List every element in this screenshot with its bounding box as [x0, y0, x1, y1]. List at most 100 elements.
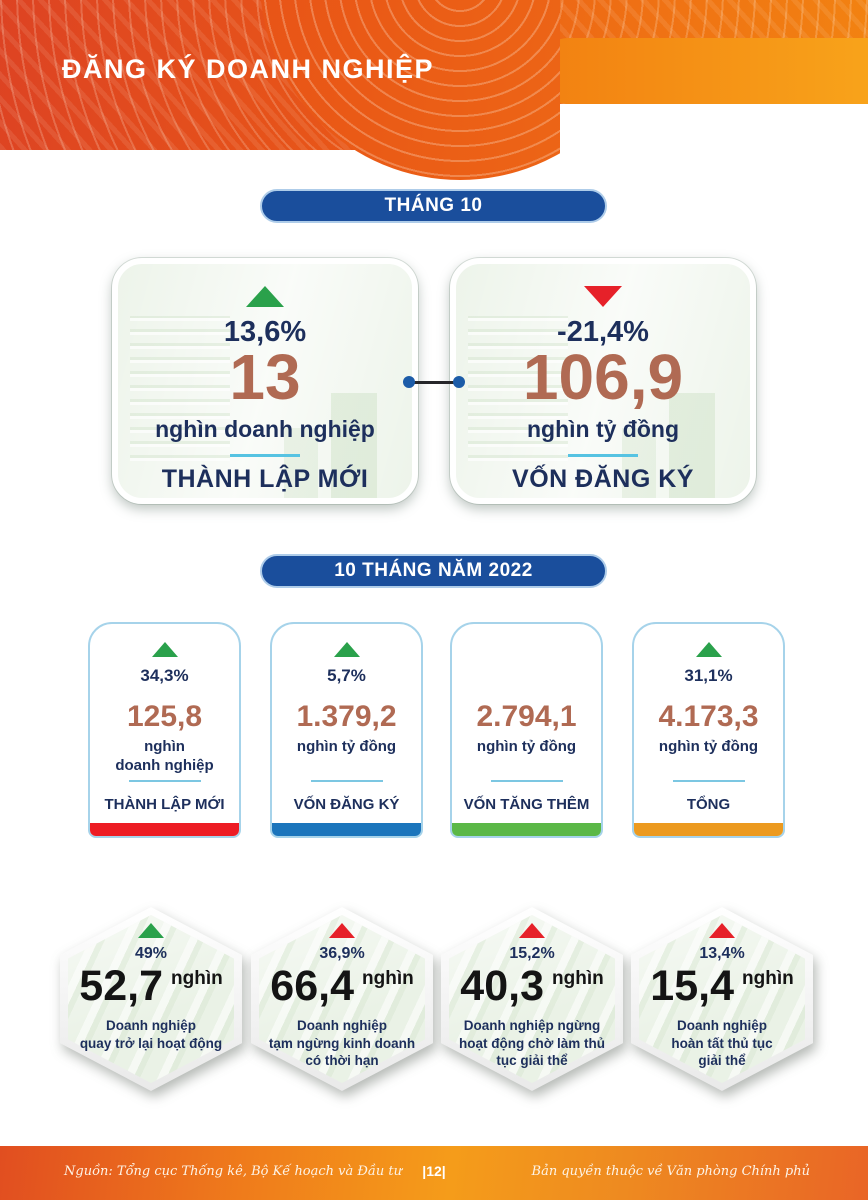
change-percent: 13,4%	[699, 945, 745, 962]
change-percent: 5,7%	[327, 666, 366, 685]
change-percent: 31,1%	[684, 666, 733, 685]
card-label: VỐN TĂNG THÊM	[463, 796, 590, 813]
card-ytd-new-enterprises: 34,3% 125,8 nghìn doanh nghiệp THÀNH LẬP…	[88, 622, 241, 838]
value-unit: nghìn tỷ đồng	[634, 738, 783, 757]
card-ytd-registered-capital: 5,7% 1.379,2 nghìn tỷ đồng VỐN ĐĂNG KÝ	[270, 622, 423, 838]
header-band: ĐĂNG KÝ DOANH NGHIỆP	[0, 0, 868, 180]
value-unit: nghìn doanh nghiệp	[155, 416, 375, 442]
header-white-notch	[470, 104, 868, 150]
trend-up-icon	[138, 923, 164, 938]
label-line: có thời hạn	[305, 1053, 379, 1069]
hex-label: Doanh nghiệp quay trở lại hoạt động	[66, 1017, 236, 1052]
main-value: 4.173,3	[658, 700, 759, 733]
card-month-registered-capital: -21,4% 106,9 nghìn tỷ đồng VỐN ĐĂNG KÝ	[450, 258, 756, 504]
change-percent: 36,9%	[319, 945, 365, 962]
color-bar	[272, 823, 421, 836]
header-accent-band	[536, 38, 868, 104]
main-value: 2.794,1	[476, 700, 577, 733]
divider-line	[490, 780, 563, 782]
value-unit: nghìn	[742, 968, 794, 989]
value-row: 15,4 nghìn	[631, 965, 813, 1008]
unit-line: nghìn tỷ đồng	[476, 738, 577, 755]
label-line: hoạt động chờ làm thủ	[458, 1035, 606, 1051]
trend-down-icon	[584, 286, 622, 307]
unit-line: nghìn	[144, 738, 185, 755]
card-label: THÀNH LẬP MỚI	[104, 796, 225, 813]
label-line: Doanh nghiệp	[677, 1018, 767, 1033]
main-value: 1.379,2	[296, 700, 397, 733]
color-bar	[452, 823, 601, 836]
label-line: tạm ngừng kinh doanh	[268, 1035, 416, 1051]
card-ytd-additional-capital: 2.794,1 nghìn tỷ đồng VỐN TĂNG THÊM	[450, 622, 603, 838]
value-unit: nghìn	[362, 968, 414, 989]
value-unit: nghìn doanh nghiệp	[90, 738, 239, 776]
change-percent: 34,3%	[140, 666, 189, 685]
value-unit: nghìn	[552, 968, 604, 989]
label-line: tục giải thể	[496, 1053, 568, 1069]
card-month-new-enterprises: 13,6% 13 nghìn doanh nghiệp THÀNH LẬP MỚ…	[112, 258, 418, 504]
hex-reactivated-enterprises: 49% 52,7 nghìn Doanh nghiệp quay trở lại…	[60, 907, 242, 1091]
main-value: 40,3	[460, 962, 544, 1010]
value-row: 40,3 nghìn	[441, 965, 623, 1008]
trend-up-icon	[695, 642, 722, 657]
label-line: hoàn tất thủ tục	[671, 1035, 773, 1051]
trend-up-red-icon	[709, 923, 735, 938]
main-value: 15,4	[650, 962, 734, 1010]
main-value: 66,4	[270, 962, 354, 1010]
label-line: Doanh nghiệp ngừng	[463, 1018, 601, 1033]
divider-line	[230, 454, 300, 457]
trend-up-red-icon	[519, 923, 545, 938]
badge-10-thang-2022: 10 THÁNG NĂM 2022	[260, 554, 607, 588]
unit-line: nghìn tỷ đồng	[296, 738, 397, 755]
value-row: 66,4 nghìn	[251, 965, 433, 1008]
footer-band: Nguồn: Tổng cục Thống kê, Bộ Kế hoạch và…	[0, 1146, 868, 1200]
value-row: 52,7 nghìn	[60, 965, 242, 1008]
badge-thang-10: THÁNG 10	[260, 189, 607, 223]
divider-line	[672, 780, 745, 782]
value-unit: nghìn tỷ đồng	[452, 738, 601, 757]
change-percent: -21,4%	[557, 316, 649, 348]
change-percent: 13,6%	[223, 316, 307, 348]
hex-label: Doanh nghiệp hoàn tất thủ tục giải thể	[637, 1017, 807, 1070]
card-label: VỐN ĐĂNG KÝ	[293, 796, 400, 813]
change-percent: 15,2%	[509, 945, 555, 962]
page-title: ĐĂNG KÝ DOANH NGHIỆP	[62, 54, 435, 84]
hex-awaiting-dissolution: 15,2% 40,3 nghìn Doanh nghiệp ngừng hoạt…	[441, 907, 623, 1091]
divider-line	[568, 454, 638, 457]
copyright-text: Bản quyền thuộc về Văn phòng Chính phủ	[531, 1164, 810, 1179]
main-value: 125,8	[126, 700, 203, 733]
card-label: VỐN ĐĂNG KÝ	[512, 465, 694, 493]
main-value: 13	[229, 341, 301, 413]
unit-line: nghìn tỷ đồng	[658, 738, 759, 755]
value-unit: nghìn tỷ đồng	[272, 738, 421, 757]
divider-line	[310, 780, 383, 782]
hex-completed-dissolution: 13,4% 15,4 nghìn Doanh nghiệp hoàn tất t…	[631, 907, 813, 1091]
change-percent: 49%	[134, 945, 168, 962]
main-value: 52,7	[79, 962, 163, 1010]
unit-line: doanh nghiệp	[115, 756, 214, 774]
trend-up-icon	[151, 642, 178, 657]
card-ytd-total: 31,1% 4.173,3 nghìn tỷ đồng TỔNG	[632, 622, 785, 838]
trend-up-icon	[246, 286, 284, 307]
page-number: |12|	[422, 1163, 446, 1179]
divider-line	[128, 780, 201, 782]
trend-up-icon	[333, 642, 360, 657]
card-connector-line	[403, 376, 465, 388]
label-line: Doanh nghiệp	[297, 1018, 387, 1033]
hex-label: Doanh nghiệp tạm ngừng kinh doanh có thờ…	[257, 1017, 427, 1070]
label-line: giải thể	[698, 1053, 746, 1069]
card-label: THÀNH LẬP MỚI	[161, 465, 369, 493]
label-line: quay trở lại hoạt động	[79, 1035, 223, 1051]
hex-suspended-enterprises: 36,9% 66,4 nghìn Doanh nghiệp tạm ngừng …	[251, 907, 433, 1091]
card-label: TỔNG	[686, 796, 731, 813]
label-line: Doanh nghiệp	[106, 1018, 196, 1033]
trend-up-red-icon	[329, 923, 355, 938]
main-value: 106,9	[522, 341, 684, 413]
hex-label: Doanh nghiệp ngừng hoạt động chờ làm thủ…	[447, 1017, 617, 1070]
color-bar	[90, 823, 239, 836]
source-text: Nguồn: Tổng cục Thống kê, Bộ Kế hoạch và…	[64, 1164, 402, 1179]
value-unit: nghìn	[171, 968, 223, 989]
value-unit: nghìn tỷ đồng	[526, 416, 679, 442]
color-bar	[634, 823, 783, 836]
